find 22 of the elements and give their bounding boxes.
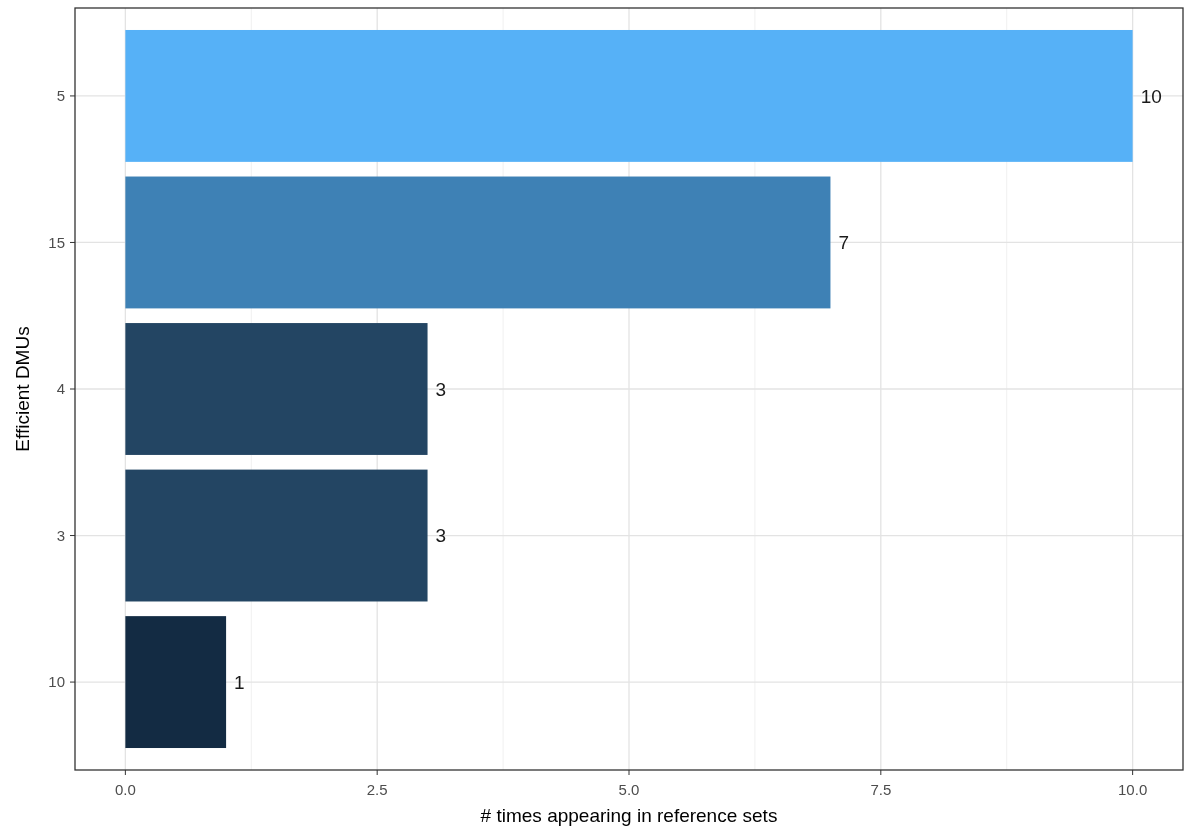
y-tick-label: 5 [56, 87, 65, 105]
data-label: 3 [435, 378, 447, 400]
bar [125, 323, 428, 455]
y-tick-label: 10 [48, 673, 65, 691]
y-tick-label: 3 [56, 526, 65, 544]
bar [125, 616, 227, 749]
data-label: 3 [435, 525, 447, 547]
y-tick-label: 15 [48, 233, 65, 251]
data-label: 1 [234, 671, 245, 693]
bar [125, 29, 1133, 162]
bar [125, 469, 428, 602]
data-label: 7 [838, 232, 850, 254]
x-tick-label: 2.5 [366, 781, 388, 798]
x-tick-label: 7.5 [870, 781, 892, 798]
y-tick-label: 4 [56, 380, 65, 398]
x-tick-label: 10.0 [1118, 781, 1148, 798]
x-axis-title: # times appearing in reference sets [480, 805, 778, 826]
bar [125, 176, 831, 309]
x-tick-label: 0.0 [114, 781, 136, 798]
data-label: 10 [1140, 85, 1162, 107]
x-tick-label: 5.0 [618, 781, 640, 798]
y-axis-title: Efficient DMUs [12, 326, 33, 452]
